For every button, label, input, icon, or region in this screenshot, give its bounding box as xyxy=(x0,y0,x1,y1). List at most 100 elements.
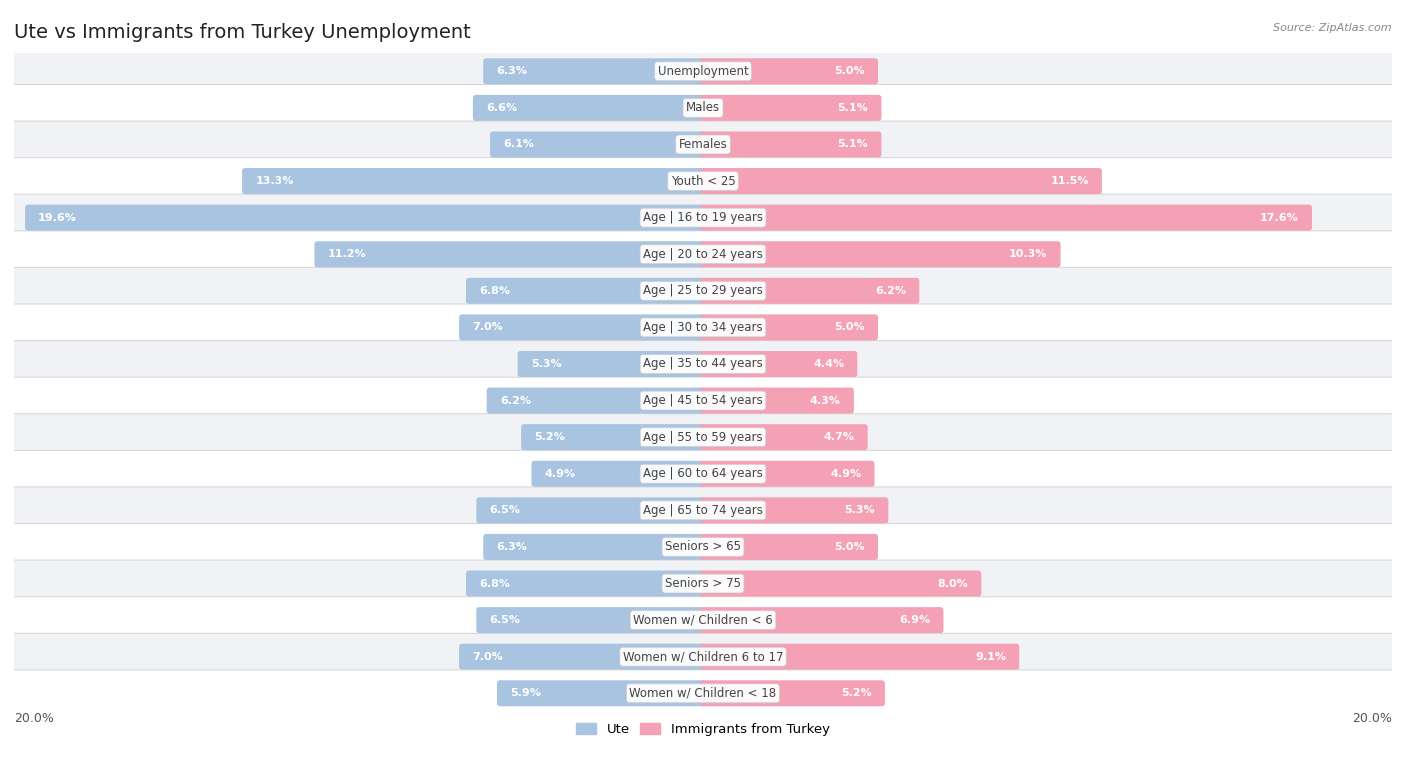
FancyBboxPatch shape xyxy=(700,643,1019,670)
Text: 17.6%: 17.6% xyxy=(1260,213,1299,223)
Text: Age | 65 to 74 years: Age | 65 to 74 years xyxy=(643,504,763,517)
FancyBboxPatch shape xyxy=(8,524,1398,570)
Text: 5.1%: 5.1% xyxy=(838,139,869,149)
FancyBboxPatch shape xyxy=(700,314,877,341)
FancyBboxPatch shape xyxy=(700,424,868,450)
Text: 9.1%: 9.1% xyxy=(976,652,1007,662)
FancyBboxPatch shape xyxy=(8,377,1398,424)
FancyBboxPatch shape xyxy=(8,670,1398,717)
FancyBboxPatch shape xyxy=(700,461,875,487)
FancyBboxPatch shape xyxy=(8,597,1398,643)
Text: 6.5%: 6.5% xyxy=(489,506,520,516)
FancyBboxPatch shape xyxy=(700,58,877,84)
Text: 6.8%: 6.8% xyxy=(479,286,510,296)
Text: 4.4%: 4.4% xyxy=(813,359,844,369)
Text: 5.1%: 5.1% xyxy=(838,103,869,113)
Text: Age | 60 to 64 years: Age | 60 to 64 years xyxy=(643,467,763,480)
Text: 6.2%: 6.2% xyxy=(499,396,530,406)
Text: 6.5%: 6.5% xyxy=(489,615,520,625)
FancyBboxPatch shape xyxy=(8,48,1398,95)
FancyBboxPatch shape xyxy=(700,388,853,413)
FancyBboxPatch shape xyxy=(700,278,920,304)
FancyBboxPatch shape xyxy=(8,341,1398,388)
FancyBboxPatch shape xyxy=(460,314,706,341)
FancyBboxPatch shape xyxy=(484,534,706,560)
Text: 11.5%: 11.5% xyxy=(1050,176,1088,186)
Text: 6.3%: 6.3% xyxy=(496,67,527,76)
FancyBboxPatch shape xyxy=(8,304,1398,350)
FancyBboxPatch shape xyxy=(700,168,1102,194)
Text: 5.3%: 5.3% xyxy=(531,359,561,369)
Text: Age | 20 to 24 years: Age | 20 to 24 years xyxy=(643,248,763,260)
Text: 6.6%: 6.6% xyxy=(486,103,517,113)
Text: 5.3%: 5.3% xyxy=(845,506,875,516)
FancyBboxPatch shape xyxy=(484,58,706,84)
Text: Age | 45 to 54 years: Age | 45 to 54 years xyxy=(643,394,763,407)
Text: 6.8%: 6.8% xyxy=(479,578,510,588)
Text: Age | 55 to 59 years: Age | 55 to 59 years xyxy=(643,431,763,444)
Text: 13.3%: 13.3% xyxy=(256,176,294,186)
FancyBboxPatch shape xyxy=(460,643,706,670)
FancyBboxPatch shape xyxy=(465,278,706,304)
FancyBboxPatch shape xyxy=(315,241,706,267)
FancyBboxPatch shape xyxy=(517,351,706,377)
Text: 5.0%: 5.0% xyxy=(834,67,865,76)
Text: Unemployment: Unemployment xyxy=(658,65,748,78)
FancyBboxPatch shape xyxy=(25,204,706,231)
Text: 6.3%: 6.3% xyxy=(496,542,527,552)
Text: 7.0%: 7.0% xyxy=(472,322,503,332)
Text: 4.7%: 4.7% xyxy=(824,432,855,442)
FancyBboxPatch shape xyxy=(486,388,706,413)
Text: Age | 25 to 29 years: Age | 25 to 29 years xyxy=(643,285,763,298)
FancyBboxPatch shape xyxy=(491,132,706,157)
FancyBboxPatch shape xyxy=(700,95,882,121)
FancyBboxPatch shape xyxy=(522,424,706,450)
Text: 6.1%: 6.1% xyxy=(503,139,534,149)
Text: 4.3%: 4.3% xyxy=(810,396,841,406)
Text: 4.9%: 4.9% xyxy=(831,469,862,478)
FancyBboxPatch shape xyxy=(700,351,858,377)
FancyBboxPatch shape xyxy=(8,231,1398,278)
Text: 7.0%: 7.0% xyxy=(472,652,503,662)
FancyBboxPatch shape xyxy=(8,267,1398,314)
FancyBboxPatch shape xyxy=(8,450,1398,497)
Text: Females: Females xyxy=(679,138,727,151)
Text: Women w/ Children 6 to 17: Women w/ Children 6 to 17 xyxy=(623,650,783,663)
Text: 5.9%: 5.9% xyxy=(510,688,541,698)
Text: 6.9%: 6.9% xyxy=(900,615,931,625)
Text: Age | 16 to 19 years: Age | 16 to 19 years xyxy=(643,211,763,224)
Text: 6.2%: 6.2% xyxy=(876,286,907,296)
Text: Age | 30 to 34 years: Age | 30 to 34 years xyxy=(643,321,763,334)
Text: Ute vs Immigrants from Turkey Unemployment: Ute vs Immigrants from Turkey Unemployme… xyxy=(14,23,471,42)
Text: Males: Males xyxy=(686,101,720,114)
Text: 5.2%: 5.2% xyxy=(841,688,872,698)
FancyBboxPatch shape xyxy=(700,132,882,157)
FancyBboxPatch shape xyxy=(700,241,1060,267)
FancyBboxPatch shape xyxy=(700,534,877,560)
Text: 10.3%: 10.3% xyxy=(1010,249,1047,259)
Text: Age | 35 to 44 years: Age | 35 to 44 years xyxy=(643,357,763,370)
Legend: Ute, Immigrants from Turkey: Ute, Immigrants from Turkey xyxy=(571,717,835,741)
FancyBboxPatch shape xyxy=(8,560,1398,607)
Text: 8.0%: 8.0% xyxy=(938,578,969,588)
FancyBboxPatch shape xyxy=(477,607,706,633)
Text: 4.9%: 4.9% xyxy=(544,469,575,478)
Text: 11.2%: 11.2% xyxy=(328,249,366,259)
FancyBboxPatch shape xyxy=(8,487,1398,534)
Text: Youth < 25: Youth < 25 xyxy=(671,175,735,188)
FancyBboxPatch shape xyxy=(8,85,1398,131)
Text: 19.6%: 19.6% xyxy=(38,213,77,223)
FancyBboxPatch shape xyxy=(465,571,706,597)
FancyBboxPatch shape xyxy=(8,634,1398,680)
FancyBboxPatch shape xyxy=(8,121,1398,168)
Text: 20.0%: 20.0% xyxy=(1353,712,1392,725)
Text: Seniors > 65: Seniors > 65 xyxy=(665,540,741,553)
FancyBboxPatch shape xyxy=(700,607,943,633)
FancyBboxPatch shape xyxy=(700,681,884,706)
FancyBboxPatch shape xyxy=(700,204,1312,231)
FancyBboxPatch shape xyxy=(242,168,706,194)
Text: 5.0%: 5.0% xyxy=(834,322,865,332)
FancyBboxPatch shape xyxy=(531,461,706,487)
FancyBboxPatch shape xyxy=(8,195,1398,241)
FancyBboxPatch shape xyxy=(700,497,889,523)
